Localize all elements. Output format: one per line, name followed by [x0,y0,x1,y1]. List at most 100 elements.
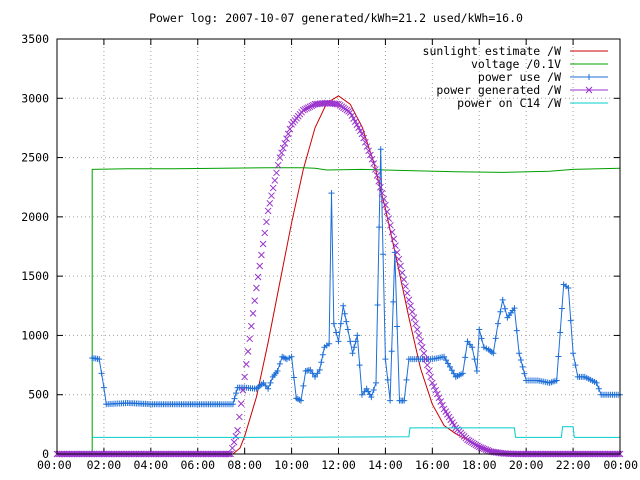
series-point [401,397,408,404]
series-point [450,370,457,377]
series-point [307,366,314,373]
series-point [236,413,243,421]
series-point [297,397,304,404]
series-point [264,207,272,215]
series-point [499,296,506,303]
series-line [91,167,621,454]
series-point [407,302,414,310]
series-point [271,177,279,184]
series-point [303,105,311,112]
series-point [377,146,384,153]
x-tick-label: 02:00 [87,458,122,472]
series-point [435,394,443,402]
series-point [248,322,255,330]
series-point [373,379,380,386]
series-point [340,302,347,309]
series-point [572,362,579,369]
series-point [366,151,374,159]
series-point [239,386,247,394]
series-point [595,385,602,392]
x-tick-label: 12:00 [321,458,356,472]
series-point [256,262,264,270]
series-point [263,218,270,226]
series-point [417,338,424,345]
series-point [234,426,241,434]
series-point [279,144,287,152]
series-point [96,356,103,363]
series-point [423,361,431,369]
series-point [351,118,359,126]
series-point [384,376,391,383]
series-point [306,103,314,111]
series-point [246,335,254,343]
series-point [427,373,435,381]
series-point [376,224,383,231]
series-point [316,366,323,373]
series-point [273,169,280,177]
y-tick-label: 2000 [21,210,49,224]
series-point [557,329,564,336]
y-tick-label: 3000 [21,91,49,105]
series-point [439,401,446,409]
legend-marker [585,86,593,94]
series-point [232,432,240,440]
series-point [565,285,572,291]
series-point [444,360,451,367]
series-point [284,130,292,138]
series-point [253,284,260,292]
series-point [394,323,401,330]
y-tick-label: 1500 [21,269,49,283]
series-point [328,190,335,197]
x-tick-label: 14:00 [368,458,403,472]
series-4 [92,426,620,438]
series-point [430,383,438,390]
series-point [387,221,394,229]
series-point [473,368,480,374]
series-point [333,329,340,336]
series-point [519,363,526,370]
series-point [370,160,378,167]
series-point [570,350,577,357]
series-line [92,149,620,405]
series-point [283,135,290,142]
series-point [378,189,386,197]
series-point [269,184,277,192]
series-point [492,335,499,342]
series-point [244,348,252,355]
series-point [348,112,356,119]
series-point [553,377,560,384]
series-point [513,327,520,334]
series-point [352,338,359,345]
series-point [517,357,524,364]
plot-frame [56,38,621,455]
series-point [265,385,272,392]
series-point [370,386,377,393]
legend-marker [586,74,592,80]
series-point [502,305,509,312]
series-point [358,130,366,138]
series-point [392,242,399,250]
series-point [374,301,381,308]
x-tick-label: 22:00 [556,458,591,472]
series-point [368,155,376,163]
series-point [308,102,316,110]
x-tick-label: 00:00 [37,458,72,472]
series-point [400,276,408,283]
series-point [233,390,240,397]
series-point [382,356,389,363]
series-point [356,127,364,135]
series-point [268,192,275,200]
y-tick-label: 500 [28,388,49,402]
series-point [278,149,285,157]
series-point [413,326,421,333]
series-point [98,370,105,377]
series-point [237,400,245,407]
series-point [385,215,393,222]
series-point [516,350,523,357]
series-point [437,398,445,405]
series-point [521,370,528,377]
series-point [363,143,371,150]
series-point [353,121,361,129]
series-point [380,251,387,258]
series-point [350,115,357,122]
